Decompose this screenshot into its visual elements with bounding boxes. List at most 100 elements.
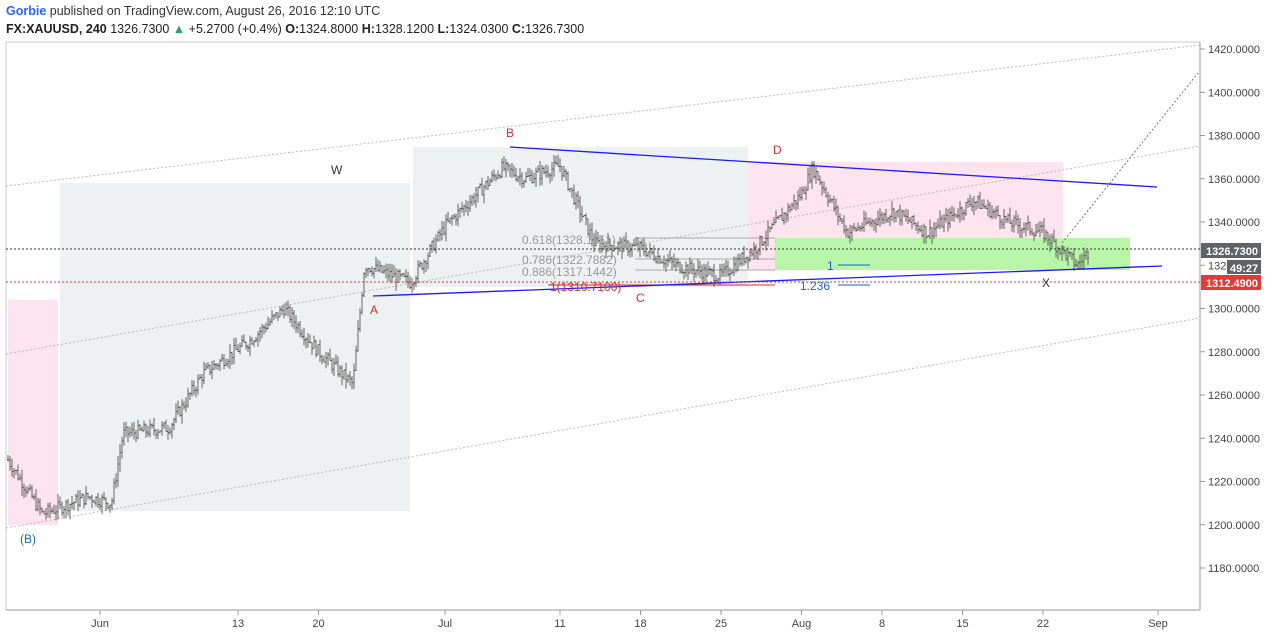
ohlc-bar: [645, 243, 647, 258]
ohlc-bar: [119, 444, 121, 472]
ohlc-bar: [127, 426, 129, 443]
ohlc-bar: [941, 215, 943, 228]
ohlc-bar: [765, 230, 767, 251]
ohlc-bar: [121, 436, 123, 459]
ohlc-bar: [893, 207, 895, 223]
ohlc-bar: [363, 272, 365, 297]
ohlc-bar: [1007, 213, 1009, 224]
ohlc-bar: [397, 269, 399, 283]
ohlc-bar: [327, 352, 329, 366]
ohlc-bar: [687, 264, 689, 280]
ohlc-bar: [477, 186, 479, 203]
ohlc-bar: [499, 173, 501, 179]
ohlc-bar: [677, 258, 679, 268]
ohlc-bar: [625, 232, 627, 249]
ohlc-bar: [779, 214, 781, 218]
ohlc-bar: [47, 503, 49, 518]
time-axis[interactable]: Jun 13 20 Jul 11 18 25 Aug 8 15 22 Sep: [91, 610, 1168, 630]
ohlc-bar: [501, 158, 503, 179]
price-axis[interactable]: 1420.0000 1400.0000 1380.0000 1360.0000 1340…: [1200, 44, 1260, 575]
ohlc-bar: [787, 203, 789, 222]
ohlc-bar: [399, 269, 401, 281]
ohlc-bar: [761, 236, 763, 247]
ohlc-bar: [973, 196, 975, 216]
fib-0618-label: 0.618(1328.1151): [522, 233, 616, 247]
ohlc-bar: [461, 201, 463, 213]
ohlc-bar: [925, 226, 927, 244]
ohlc-bar: [149, 419, 151, 438]
ohlc-bar: [999, 214, 1001, 230]
ohlc-bar: [913, 215, 915, 226]
ohlc-bar: [147, 425, 149, 437]
ohlc-bar: [203, 361, 205, 385]
ohlc-bar: [9, 456, 11, 471]
ohlc-bar: [697, 258, 699, 276]
ohlc-bar: [831, 198, 833, 203]
ext-1236-label: 1.236: [800, 279, 830, 293]
x-tick-label: 18: [634, 618, 646, 630]
ohlc-bar: [1073, 247, 1075, 272]
ohlc-bar: [325, 351, 327, 369]
ohlc-bar: [493, 169, 495, 181]
ohlc-bar: [921, 224, 923, 238]
ohlc-bar: [7, 455, 9, 461]
fib-1-label: 1(1310.7100): [550, 280, 621, 294]
ohlc-bar: [559, 158, 561, 173]
x-tick-label: 20: [312, 618, 324, 630]
ohlc-bar: [1069, 251, 1071, 257]
ohlc-bar: [617, 241, 619, 256]
ohlc-bar: [333, 357, 335, 376]
ohlc-bar: [311, 341, 313, 355]
ohlc-bar: [881, 211, 883, 225]
ohlc-bar: [741, 251, 743, 267]
ohlc-bar: [1039, 220, 1041, 238]
ohlc-bar: [961, 206, 963, 221]
author-link[interactable]: Gorbie: [6, 4, 47, 18]
wave-label-d: D: [773, 143, 782, 157]
ohlc-bar: [459, 207, 461, 218]
ohlc-bar: [67, 498, 69, 516]
ohlc-bar: [969, 194, 971, 207]
ohlc-bar: [353, 363, 355, 389]
triangle-upper-line[interactable]: [509, 146, 1158, 188]
ohlc-bar: [1043, 218, 1045, 243]
ohlc-bar: [751, 248, 753, 257]
ohlc-bar: [447, 211, 449, 223]
ohlc-bar: [471, 195, 473, 207]
ohlc-bar: [659, 255, 661, 264]
ohlc-bar: [795, 200, 797, 211]
y-tick-label: 1300.0000: [1208, 304, 1260, 316]
ohlc-bar: [527, 167, 529, 178]
ohlc-bar: [791, 202, 793, 211]
ohlc-bar: [293, 309, 295, 329]
ohlc-bar: [277, 312, 279, 321]
ohlc-bar: [33, 493, 35, 501]
ohlc-bar: [375, 256, 377, 273]
ohlc-bar: [747, 256, 749, 269]
ohlc-bar: [79, 490, 81, 508]
ohlc-bar: [1081, 253, 1083, 270]
triangle-lower-line[interactable]: [372, 265, 1163, 297]
ohlc-bar: [867, 217, 869, 224]
ohlc-bar: [275, 312, 277, 319]
ohlc-bar: [109, 504, 111, 513]
ohlc-bar: [369, 268, 371, 273]
ohlc-bar: [839, 213, 841, 222]
ohlc-bar: [245, 341, 247, 350]
ohlc-bar: [509, 164, 511, 177]
ohlc-bar: [891, 200, 893, 222]
ohlc-bar: [1013, 215, 1015, 233]
ohlc-bar: [145, 423, 147, 438]
ohlc-bar: [117, 456, 119, 487]
ohlc-bar: [489, 178, 491, 186]
open-value: 1324.8000: [299, 22, 359, 36]
ohlc-bar: [915, 222, 917, 231]
ohlc-bar: [219, 358, 221, 371]
ohlc-bar: [825, 186, 827, 198]
up-arrow-icon: ▲: [172, 22, 186, 36]
ohlc-bar: [95, 496, 97, 507]
wave-label-w: W: [331, 163, 343, 177]
ohlc-bar: [829, 194, 831, 204]
ohlc-bar: [769, 226, 771, 233]
